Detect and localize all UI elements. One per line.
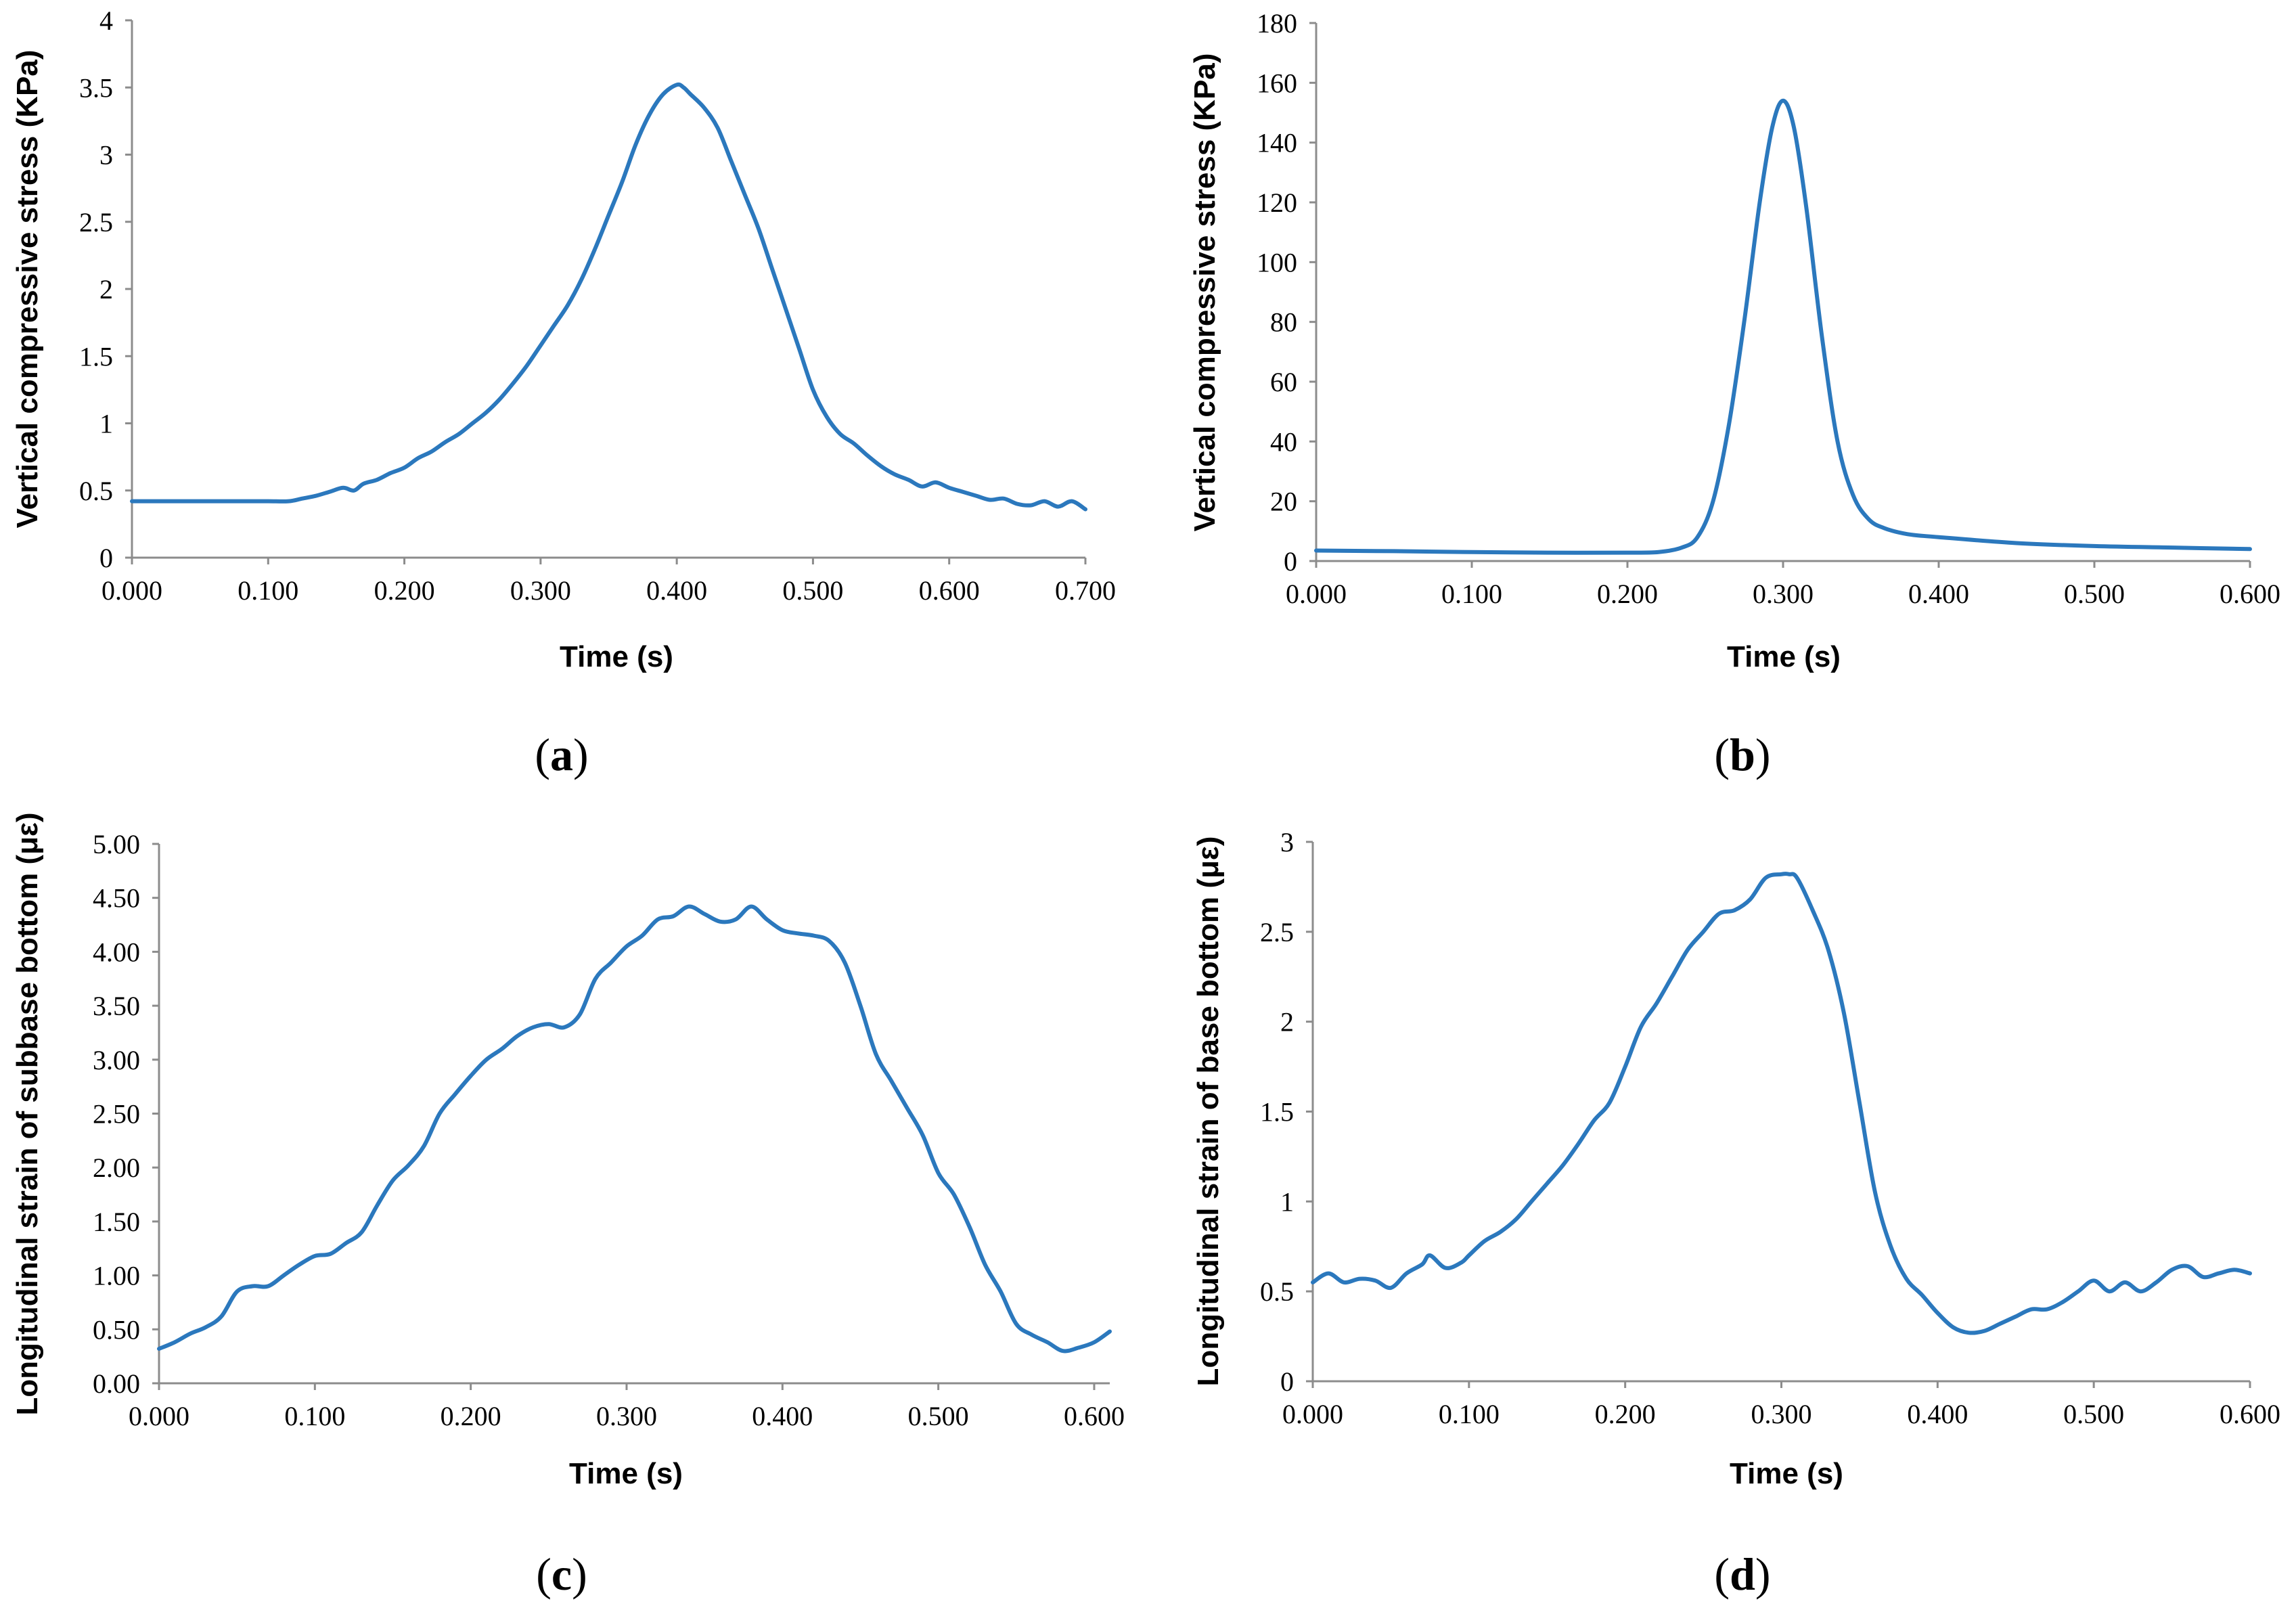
x-tick-label: 0.700 [1055,575,1116,606]
x-axis-title-c: Time (s) [569,1457,683,1490]
series-line-a [130,82,1087,512]
y-tick-label: 60 [1270,367,1297,397]
y-tick-label: 4.50 [93,883,140,914]
y-tick-labels-a: 0 0.5 1 1.5 2 2.5 3 3.5 4 [79,5,132,573]
x-tick-label: 0.300 [1753,579,1814,609]
y-tick-label: 4.00 [93,937,140,967]
y-tick-label: 1.50 [93,1207,140,1237]
y-tick-label: 1 [1280,1186,1294,1217]
caption-b: (b) [1714,729,1770,780]
y-tick-labels-b: 0 20 40 60 80 100 120 140 160 180 [1257,8,1316,577]
x-tick-label: 0.000 [129,1401,189,1431]
x-tick-label: 0.200 [441,1401,501,1431]
panel-b: 0 20 40 60 80 100 120 140 160 180 0.000 0.100 0.200… [1188,8,2280,780]
series-line-b [1314,98,2252,555]
y-axis-title-c: Longitudinal strain of subbase bottom (μ… [11,812,44,1415]
caption-d: (d) [1714,1548,1770,1600]
y-tick-label: 3.5 [79,72,113,103]
y-axis-title-a: Vertical compressive stress (KPa) [11,50,44,529]
y-axis-title-b: Vertical compressive stress (KPa) [1188,53,1221,532]
x-tick-labels-d: 0.000 0.100 0.200 0.300 0.400 0.500 0.600 [1282,1381,2280,1429]
y-tick-label: 1.5 [79,341,113,372]
x-tick-labels-b: 0.000 0.100 0.200 0.300 0.400 0.500 0.600 [1286,561,2280,609]
y-tick-label: 100 [1257,247,1297,277]
x-tick-label: 0.500 [2063,1399,2124,1429]
y-tick-label: 3.50 [93,991,140,1021]
y-tick-label: 1 [99,409,113,439]
x-tick-label: 0.300 [510,575,571,606]
x-tick-label: 0.600 [919,575,980,606]
x-tick-label: 0.400 [1908,579,1969,609]
x-axis-title-a: Time (s) [560,640,673,673]
caption-a: (a) [535,729,588,780]
y-tick-label: 1.5 [1260,1097,1294,1127]
y-tick-label: 0.5 [79,476,113,506]
y-tick-label: 180 [1257,8,1297,39]
x-tick-label: 0.100 [1439,1399,1500,1429]
x-tick-label: 0.200 [1595,1399,1656,1429]
y-tick-label: 80 [1270,307,1297,338]
y-tick-label: 0 [1280,1366,1294,1397]
y-tick-label: 0 [99,543,113,573]
y-tick-label: 0.5 [1260,1276,1294,1307]
y-tick-label: 2.50 [93,1099,140,1130]
y-tick-label: 0 [1284,546,1297,577]
x-tick-label: 0.100 [1441,579,1502,609]
x-tick-label: 0.100 [284,1401,345,1431]
x-tick-label: 0.500 [908,1401,969,1431]
series-line-d [1311,872,2252,1335]
series-line-c [157,904,1112,1354]
caption-c: (c) [536,1548,587,1600]
x-axis-title-d: Time (s) [1730,1457,1843,1490]
x-tick-label: 0.600 [2220,579,2280,609]
x-tick-label: 0.400 [646,575,707,606]
x-tick-label: 0.000 [1282,1399,1343,1429]
y-tick-label: 140 [1257,128,1297,158]
y-tick-label: 5.00 [93,829,140,859]
panel-c: 0.00 0.50 1.00 1.50 2.00 2.50 3.00 3.50 4.00 4.50… [11,812,1125,1600]
y-tick-label: 4 [99,5,113,36]
x-tick-label: 0.200 [1597,579,1658,609]
y-tick-label: 2.5 [1260,917,1294,947]
x-tick-label: 0.600 [1064,1401,1125,1431]
x-tick-label: 0.400 [752,1401,813,1431]
x-tick-label: 0.000 [102,575,162,606]
y-tick-label: 2.00 [93,1153,140,1183]
y-tick-label: 0.00 [93,1368,140,1399]
y-tick-label: 2.5 [79,207,113,238]
x-tick-label: 0.500 [2064,579,2125,609]
y-tick-label: 2 [1280,1007,1294,1037]
y-tick-label: 0.50 [93,1314,140,1345]
x-tick-label: 0.600 [2220,1399,2280,1429]
caption-letter-a: a [550,729,573,780]
caption-letter-d: d [1730,1548,1755,1600]
x-tick-label: 0.500 [782,575,843,606]
x-tick-label: 0.000 [1286,579,1347,609]
caption-letter-b: b [1730,729,1755,780]
x-tick-labels-c: 0.000 0.100 0.200 0.300 0.400 0.500 0.600 [129,1383,1125,1431]
y-tick-label: 3.00 [93,1045,140,1075]
caption-letter-c: c [552,1548,572,1600]
panel-a: 00.511.522.533.54 0.000 0.100 0.200 0.300 0.… [11,5,1116,780]
y-tick-label: 1.00 [93,1261,140,1291]
panel-d: 00.511.522.53 0.000 0.100 0.200 0.300 0.400 0… [1192,827,2280,1600]
y-tick-labels-c: 0.00 0.50 1.00 1.50 2.00 2.50 3.00 3.50 4.00 4.50… [93,829,159,1399]
y-tick-label: 40 [1270,426,1297,457]
y-tick-label: 3 [1280,827,1294,857]
x-tick-labels-a: 0.000 0.100 0.200 0.300 0.400 0.500 0.600 0.700 [102,558,1116,606]
y-tick-labels-d: 0 0.5 1 1.5 2 2.5 3 [1260,827,1313,1397]
x-tick-label: 0.300 [596,1401,657,1431]
y-tick-label: 160 [1257,68,1297,98]
y-tick-label: 3 [99,140,113,171]
y-tick-label: 120 [1257,187,1297,218]
y-axis-title-d: Longitudinal strain of base bottom (με) [1192,836,1225,1387]
x-tick-label: 0.200 [374,575,435,606]
x-axis-title-b: Time (s) [1727,640,1841,673]
x-tick-label: 0.100 [238,575,298,606]
x-tick-label: 0.300 [1751,1399,1812,1429]
y-tick-label: 20 [1270,487,1297,517]
x-tick-label: 0.400 [1907,1399,1968,1429]
y-tick-label: 2 [99,274,113,305]
